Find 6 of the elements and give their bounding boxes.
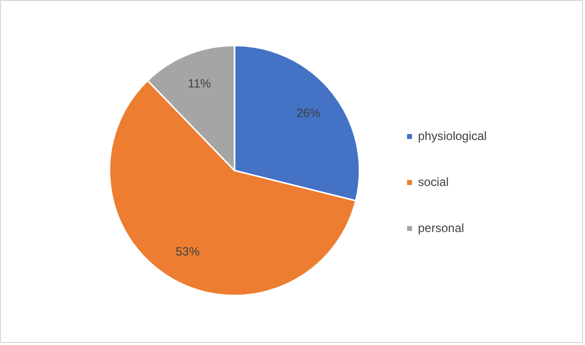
legend-label: physiological: [418, 129, 487, 143]
legend-label: social: [418, 175, 449, 189]
legend-label: personal: [418, 221, 464, 235]
data-label: 26%: [296, 106, 321, 120]
data-label: 11%: [188, 76, 212, 91]
data-label: 53%: [176, 244, 200, 259]
